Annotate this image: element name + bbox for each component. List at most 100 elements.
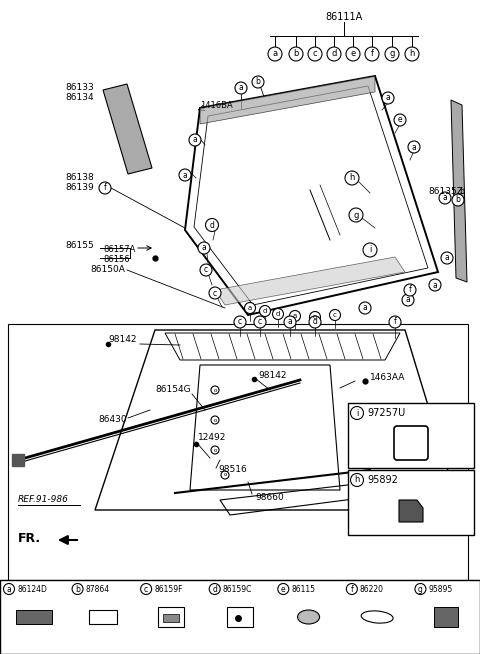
Text: 98142: 98142 <box>108 336 136 345</box>
Text: b: b <box>255 78 261 86</box>
Circle shape <box>209 583 220 594</box>
Text: f: f <box>371 50 373 58</box>
Circle shape <box>327 47 341 61</box>
Circle shape <box>439 192 451 204</box>
Circle shape <box>345 171 359 185</box>
Circle shape <box>284 316 296 328</box>
Text: 86159C: 86159C <box>223 585 252 593</box>
Circle shape <box>389 316 401 328</box>
Circle shape <box>254 316 266 328</box>
Circle shape <box>179 169 191 181</box>
Text: 86155: 86155 <box>65 241 94 249</box>
Circle shape <box>235 82 247 94</box>
Text: a: a <box>362 303 367 313</box>
Circle shape <box>205 218 218 232</box>
Circle shape <box>405 47 419 61</box>
Circle shape <box>452 194 464 206</box>
Circle shape <box>408 141 420 153</box>
Text: d: d <box>276 311 280 317</box>
Text: b: b <box>459 188 465 196</box>
Bar <box>348 470 474 535</box>
Text: c: c <box>238 317 242 326</box>
Text: 98660: 98660 <box>255 492 284 502</box>
Text: o: o <box>213 447 216 453</box>
Circle shape <box>252 76 264 88</box>
Text: 1416BA: 1416BA <box>200 101 233 109</box>
Text: c: c <box>258 317 262 326</box>
Text: c: c <box>333 312 337 318</box>
Circle shape <box>273 309 284 320</box>
Circle shape <box>289 311 300 322</box>
Bar <box>227 607 253 627</box>
Circle shape <box>211 416 219 424</box>
Text: b: b <box>75 585 80 593</box>
Bar <box>434 607 458 627</box>
Text: f: f <box>104 184 107 192</box>
Ellipse shape <box>361 611 393 623</box>
Circle shape <box>308 47 322 61</box>
Bar <box>163 614 180 622</box>
Circle shape <box>346 47 360 61</box>
Circle shape <box>278 583 289 594</box>
Text: d: d <box>312 317 317 326</box>
Circle shape <box>347 583 357 594</box>
Text: a: a <box>432 281 437 290</box>
Text: a: a <box>182 171 187 179</box>
Text: a: a <box>444 254 449 262</box>
Text: 86115: 86115 <box>291 585 315 593</box>
Text: a: a <box>7 585 12 593</box>
Text: a: a <box>239 84 243 92</box>
Text: a: a <box>443 194 447 203</box>
Text: c: c <box>213 288 217 298</box>
Circle shape <box>198 242 210 254</box>
Text: 86154G: 86154G <box>155 385 191 394</box>
Text: a: a <box>248 305 252 311</box>
Circle shape <box>350 473 363 487</box>
Text: g: g <box>353 211 359 220</box>
Text: f: f <box>408 286 411 294</box>
Text: 95895: 95895 <box>429 585 453 593</box>
Polygon shape <box>200 76 375 124</box>
Text: g: g <box>418 585 423 593</box>
Text: e: e <box>281 585 286 593</box>
Text: d: d <box>263 308 267 314</box>
Text: 86138: 86138 <box>65 173 94 182</box>
Bar <box>158 607 184 627</box>
Text: 86124D: 86124D <box>17 585 47 593</box>
Polygon shape <box>103 84 152 174</box>
Text: 86133: 86133 <box>65 82 94 92</box>
Bar <box>348 403 474 468</box>
Circle shape <box>310 311 321 322</box>
Text: a: a <box>273 50 277 58</box>
Text: a: a <box>412 143 416 152</box>
Text: d: d <box>210 220 215 230</box>
Text: h: h <box>409 50 415 58</box>
Circle shape <box>200 264 212 276</box>
Text: o: o <box>213 417 216 422</box>
Text: 86159F: 86159F <box>154 585 183 593</box>
Text: 86139: 86139 <box>65 184 94 192</box>
Circle shape <box>211 386 219 394</box>
Circle shape <box>359 302 371 314</box>
Text: a: a <box>293 313 297 319</box>
Polygon shape <box>55 537 80 543</box>
Circle shape <box>234 316 246 328</box>
Text: d: d <box>212 585 217 593</box>
Text: g: g <box>389 50 395 58</box>
Circle shape <box>429 279 441 291</box>
Text: c: c <box>312 50 317 58</box>
Text: FR.: FR. <box>18 532 41 545</box>
Text: 86156: 86156 <box>103 254 130 264</box>
Circle shape <box>415 583 426 594</box>
Text: a: a <box>406 296 410 305</box>
Circle shape <box>72 583 83 594</box>
Circle shape <box>268 47 282 61</box>
Circle shape <box>99 182 111 194</box>
Text: e: e <box>398 116 402 124</box>
Text: 12492: 12492 <box>198 434 227 443</box>
Text: i: i <box>356 409 358 417</box>
Text: 86111A: 86111A <box>325 12 362 22</box>
Circle shape <box>309 316 321 328</box>
Text: b: b <box>456 196 460 205</box>
Text: 86220: 86220 <box>360 585 384 593</box>
